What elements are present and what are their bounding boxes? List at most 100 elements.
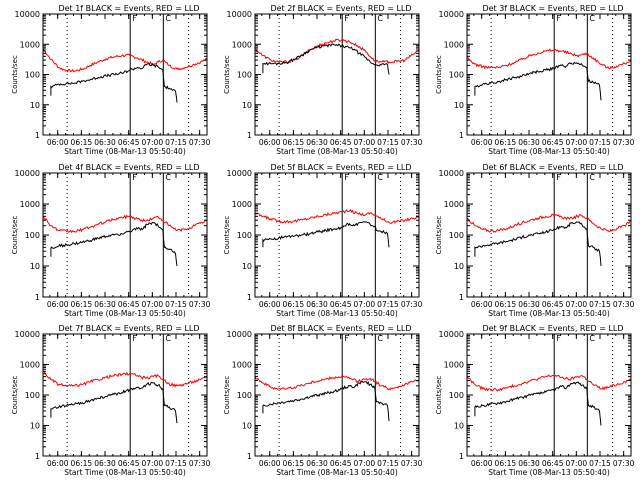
corner-marker: F [132,334,137,343]
x-tick-label: 06:00 [259,138,281,147]
series-events-line [50,63,178,103]
y-axis-label: Counts/sec [435,376,443,415]
series-lld-line [254,38,420,65]
corner-marker: F [344,334,349,343]
y-axis-label: Counts/sec [11,376,19,415]
x-tick-label: 06:15 [495,138,517,147]
corner-marker: F [132,14,137,23]
y-tick-label: 1 [35,293,40,302]
x-tick-label: 06:30 [518,300,540,309]
y-tick-label: 10000 [227,10,252,19]
x-axis-label: Start Time (08-Mar-13 05:50:40) [64,468,186,477]
x-tick-label: 06:00 [471,300,493,309]
x-axis-label: Start Time (08-Mar-13 05:50:40) [488,309,610,318]
corner-marker: C [165,334,171,343]
y-tick-label: 100 [237,231,252,240]
y-tick-label: 10000 [439,10,464,19]
x-tick-label: 07:15 [377,300,399,309]
x-tick-label: 06:45 [542,300,564,309]
series-lld-line [254,375,420,391]
y-tick-label: 1 [247,452,252,461]
x-tick-label: 07:15 [589,138,611,147]
y-tick-label: 10 [454,101,464,110]
x-tick-label: 07:00 [566,138,588,147]
x-tick-label: 06:45 [118,138,140,147]
x-tick-label: 07:30 [189,459,211,468]
series-events-line [474,61,602,101]
x-tick-label: 06:00 [259,459,281,468]
y-tick-label: 1000 [20,200,40,209]
x-tick-label: 06:00 [47,459,69,468]
x-axis-label: Start Time (08-Mar-13 05:50:40) [276,468,398,477]
x-tick-label: 07:15 [165,138,187,147]
y-axis-label: Counts/sec [11,216,19,255]
y-tick-label: 10000 [439,330,464,339]
series-lld-line [42,48,208,73]
corner-marker: C [165,173,171,182]
y-tick-label: 10000 [227,330,252,339]
chart-title: Det 8f BLACK = Events, RED = LLD [270,324,411,333]
corner-marker: C [589,334,595,343]
y-tick-label: 100 [449,391,464,400]
chart-title: Det 4f BLACK = Events, RED = LLD [58,163,199,172]
y-tick-label: 10 [30,101,40,110]
x-tick-label: 06:15 [495,300,517,309]
y-tick-label: 10 [242,101,252,110]
y-tick-label: 100 [449,231,464,240]
y-axis-label: Counts/sec [223,376,231,415]
y-tick-label: 100 [25,71,40,80]
y-tick-label: 1000 [20,361,40,370]
x-tick-label: 07:15 [589,459,611,468]
y-axis-label: Counts/sec [435,55,443,94]
y-tick-label: 1 [247,131,252,140]
chart-title: Det 5f BLACK = Events, RED = LLD [270,163,411,172]
corner-marker: C [589,173,595,182]
corner-marker: C [377,173,383,182]
x-tick-label: 06:30 [306,300,328,309]
y-tick-label: 10000 [15,10,40,19]
corner-marker: F [132,173,137,182]
y-tick-label: 100 [449,71,464,80]
y-tick-label: 10000 [15,330,40,339]
y-tick-label: 1 [35,131,40,140]
y-tick-label: 100 [25,231,40,240]
x-tick-label: 07:30 [401,138,423,147]
x-tick-label: 06:15 [71,459,93,468]
chart-title: Det 6f BLACK = Events, RED = LLD [482,163,623,172]
x-tick-label: 06:45 [330,459,352,468]
x-axis-label: Start Time (08-Mar-13 05:50:40) [488,147,610,156]
series-lld-line [466,48,632,70]
x-axis-label: Start Time (08-Mar-13 05:50:40) [488,468,610,477]
y-tick-label: 100 [237,391,252,400]
x-tick-label: 06:00 [471,138,493,147]
y-tick-label: 10000 [15,169,40,178]
x-tick-label: 07:30 [401,300,423,309]
y-tick-label: 10 [454,422,464,431]
series-events-line [262,380,390,422]
x-tick-label: 06:15 [71,138,93,147]
x-tick-label: 06:45 [118,459,140,468]
corner-marker: F [344,173,349,182]
x-tick-label: 06:15 [71,300,93,309]
chart-title: Det 9f BLACK = Events, RED = LLD [482,324,623,333]
x-tick-label: 07:00 [566,300,588,309]
series-events-line [262,221,390,248]
x-tick-label: 07:00 [354,300,376,309]
y-tick-label: 1 [459,452,464,461]
y-axis-label: Counts/sec [223,216,231,255]
x-tick-label: 07:15 [377,138,399,147]
corner-marker: C [377,14,383,23]
chart-title: Det 7f BLACK = Events, RED = LLD [58,324,199,333]
x-tick-label: 06:15 [495,459,517,468]
x-tick-label: 07:00 [354,459,376,468]
y-axis-label: Counts/sec [11,55,19,94]
x-tick-label: 06:45 [118,300,140,309]
y-tick-label: 1000 [20,40,40,49]
x-tick-label: 07:00 [142,459,164,468]
y-tick-label: 1 [459,131,464,140]
